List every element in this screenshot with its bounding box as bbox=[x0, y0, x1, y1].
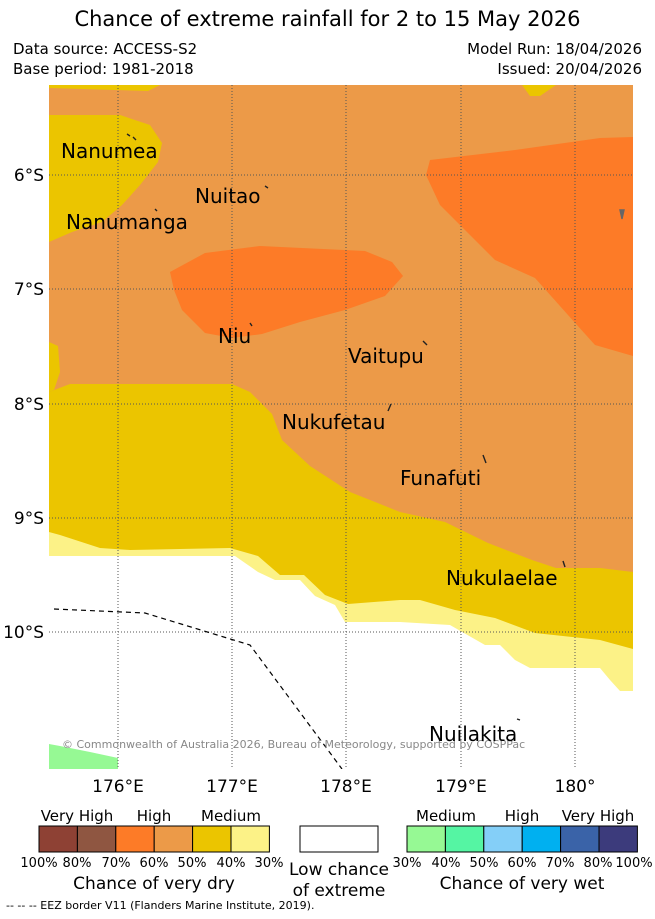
wet-swatch-1 bbox=[444, 825, 485, 853]
wet-pct-100: 100% bbox=[615, 856, 652, 871]
model-run: Model Run: 18/04/2026 bbox=[467, 40, 642, 58]
label-niu: Niu bbox=[218, 324, 251, 348]
lat-tick-6s: 6°S bbox=[14, 166, 44, 186]
wet-header-high: High bbox=[505, 807, 539, 825]
dry-swatch-0 bbox=[38, 825, 78, 853]
label-funafuti: Funafuti bbox=[400, 466, 481, 490]
meta-left: Data source: ACCESS-S2 Base period: 1981… bbox=[13, 39, 197, 79]
low-caption-2: of extreme bbox=[293, 881, 386, 901]
dry-caption: Chance of very dry bbox=[73, 874, 235, 894]
dry-swatch-3 bbox=[153, 825, 194, 853]
wet-swatch-5 bbox=[598, 825, 638, 853]
meta-right: Model Run: 18/04/2026 Issued: 20/04/2026 bbox=[467, 39, 642, 79]
wet-header-medium: Medium bbox=[416, 807, 476, 825]
dry-pct-30: 30% bbox=[255, 856, 284, 871]
wet-pct-30: 30% bbox=[393, 856, 422, 871]
lon-tick-179e: 179°E bbox=[435, 777, 487, 797]
wet-swatch-2 bbox=[483, 825, 523, 853]
dry-pct-100: 100% bbox=[20, 856, 57, 871]
lat-tick-7s: 7°S bbox=[14, 280, 44, 300]
lon-tick-177e: 177°E bbox=[206, 777, 258, 797]
label-nanumea: Nanumea bbox=[61, 139, 158, 163]
dry-swatches bbox=[38, 825, 270, 853]
lat-tick-9s: 9°S bbox=[14, 509, 44, 529]
legend-wet: Medium High Very High 30% 40% 50% 60% 70… bbox=[393, 807, 653, 894]
dry-pct-50: 50% bbox=[178, 856, 207, 871]
low-chance-swatch bbox=[299, 825, 379, 853]
dry-40-50-zone-top-right bbox=[522, 85, 556, 96]
data-source: Data source: ACCESS-S2 bbox=[13, 40, 198, 58]
dry-pct-60: 60% bbox=[140, 856, 169, 871]
legend-dry: Very High High Medium 100% 80% 70% 60% 5… bbox=[20, 807, 283, 894]
map-area: © Commonwealth of Australia 2026, Bureau… bbox=[49, 85, 633, 769]
dry-40-50-zone-north bbox=[49, 115, 162, 242]
dry-pct-80: 80% bbox=[63, 856, 92, 871]
label-nanumanga: Nanumanga bbox=[66, 210, 188, 234]
wet-pct-80: 80% bbox=[584, 856, 613, 871]
wet-caption: Chance of very wet bbox=[440, 874, 605, 894]
issued-date: Issued: 20/04/2026 bbox=[497, 60, 642, 78]
dry-swatch-4 bbox=[192, 825, 232, 853]
dry-40-50-zone-top bbox=[49, 85, 160, 91]
dry-header-medium: Medium bbox=[201, 807, 261, 825]
wet-swatch-4 bbox=[560, 825, 600, 853]
eez-border-line bbox=[53, 608, 343, 769]
copyright-notice: © Commonwealth of Australia 2026, Bureau… bbox=[62, 738, 525, 751]
graticule bbox=[49, 85, 633, 769]
island-marks bbox=[126, 133, 625, 721]
label-nuilakita: Nuilakita bbox=[429, 722, 517, 746]
lon-tick-labels: 176°E 177°E 178°E 179°E 180° bbox=[92, 777, 595, 797]
lon-tick-178e: 178°E bbox=[320, 777, 372, 797]
dry-header-high: High bbox=[137, 807, 171, 825]
dry-swatch-2 bbox=[115, 825, 155, 853]
wet-swatch-0 bbox=[406, 825, 446, 853]
wet-pct-40: 40% bbox=[432, 856, 461, 871]
dry-pct-40: 40% bbox=[217, 856, 246, 871]
wet-pct-70: 70% bbox=[546, 856, 575, 871]
lon-tick-176e: 176°E bbox=[92, 777, 144, 797]
label-vaitupu: Vaitupu bbox=[348, 344, 424, 368]
base-period: Base period: 1981-2018 bbox=[13, 60, 194, 78]
label-nukulaelae: Nukulaelae bbox=[446, 566, 558, 590]
legend-low-chance: Low chance of extreme bbox=[289, 825, 389, 901]
eez-footnote: -- -- -- EEZ border V11 (Flanders Marine… bbox=[6, 899, 315, 912]
low-chance-zone bbox=[49, 556, 633, 769]
lat-tick-8s: 8°S bbox=[14, 395, 44, 415]
place-labels: Nanumea Nuitao Nanumanga Niu Vaitupu Nuk… bbox=[61, 139, 558, 746]
low-caption-1: Low chance bbox=[289, 860, 389, 880]
wet-swatch-3 bbox=[521, 825, 562, 853]
dry-header-very-high: Very High bbox=[41, 807, 114, 825]
lat-tick-labels: 6°S 7°S 8°S 9°S 10°S bbox=[3, 166, 44, 643]
high-dry-60-70-zone-east bbox=[426, 137, 633, 356]
map-title: Chance of extreme rainfall for 2 to 15 M… bbox=[74, 7, 581, 31]
wet-pct-60: 60% bbox=[508, 856, 537, 871]
wet-pct-50: 50% bbox=[470, 856, 499, 871]
wet-swatches bbox=[406, 825, 638, 853]
label-nukufetau: Nukufetau bbox=[282, 410, 385, 434]
dry-swatch-1 bbox=[76, 825, 117, 853]
lon-tick-180: 180° bbox=[555, 777, 596, 797]
dry-swatch-5 bbox=[230, 825, 270, 853]
label-nuitao: Nuitao bbox=[195, 184, 261, 208]
wet-30-40-zone bbox=[49, 744, 118, 769]
lat-tick-10s: 10°S bbox=[3, 623, 44, 643]
wet-header-very-high: Very High bbox=[562, 807, 635, 825]
high-dry-60-70-zone-central bbox=[170, 246, 403, 338]
dry-pct-70: 70% bbox=[102, 856, 131, 871]
dry-40-50-zone-west bbox=[49, 342, 60, 392]
